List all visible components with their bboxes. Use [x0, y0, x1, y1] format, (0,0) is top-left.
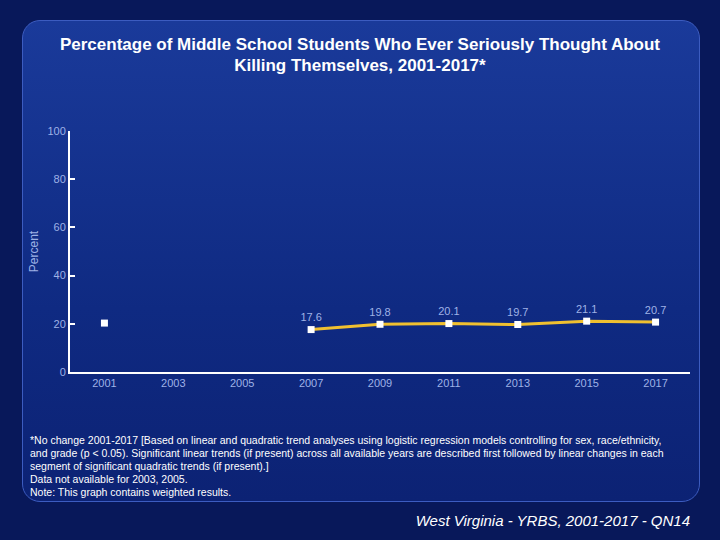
svg-text:80: 80 — [54, 173, 66, 185]
svg-text:0: 0 — [60, 366, 66, 378]
html-text:West Virginia - YRBS, 2001-201: West Virginia - YRBS, 2001-2017 - QN14 — [415, 512, 690, 529]
svg-text:20: 20 — [54, 318, 66, 330]
svg-text:2003: 2003 — [161, 377, 185, 389]
svg-text:2009: 2009 — [368, 377, 392, 389]
svg-text:40: 40 — [54, 269, 66, 281]
svg-text:20.7: 20.7 — [645, 304, 666, 316]
svg-text:2013: 2013 — [506, 377, 530, 389]
svg-text:2001: 2001 — [92, 377, 116, 389]
svg-text:2011: 2011 — [437, 377, 461, 389]
html-text:*No change 2001-2017 [Based on: *No change 2001-2017 [Based on linear an… — [30, 434, 664, 472]
svg-text:17.6: 17.6 — [300, 311, 321, 323]
svg-text:2015: 2015 — [574, 377, 598, 389]
html-text:Note: This graph contains weig: Note: This graph contains weighted resul… — [30, 486, 232, 498]
svg-text:2005: 2005 — [230, 377, 254, 389]
svg-text:100: 100 — [47, 125, 65, 137]
html-text:Percentage of Middle School St: Percentage of Middle School Students Who… — [60, 35, 660, 75]
svg-text:19.8: 19.8 — [369, 306, 390, 318]
svg-text:21.1: 21.1 — [576, 303, 597, 315]
html-text:Data not available for 2003, 2: Data not available for 2003, 2005. — [30, 473, 188, 485]
svg-text:19.7: 19.7 — [507, 306, 528, 318]
svg-text:2017: 2017 — [643, 377, 667, 389]
svg-text:20.1: 20.1 — [438, 305, 459, 317]
svg-text:Percent: Percent — [27, 230, 41, 272]
svg-text:2007: 2007 — [299, 377, 323, 389]
svg-text:60: 60 — [54, 221, 66, 233]
